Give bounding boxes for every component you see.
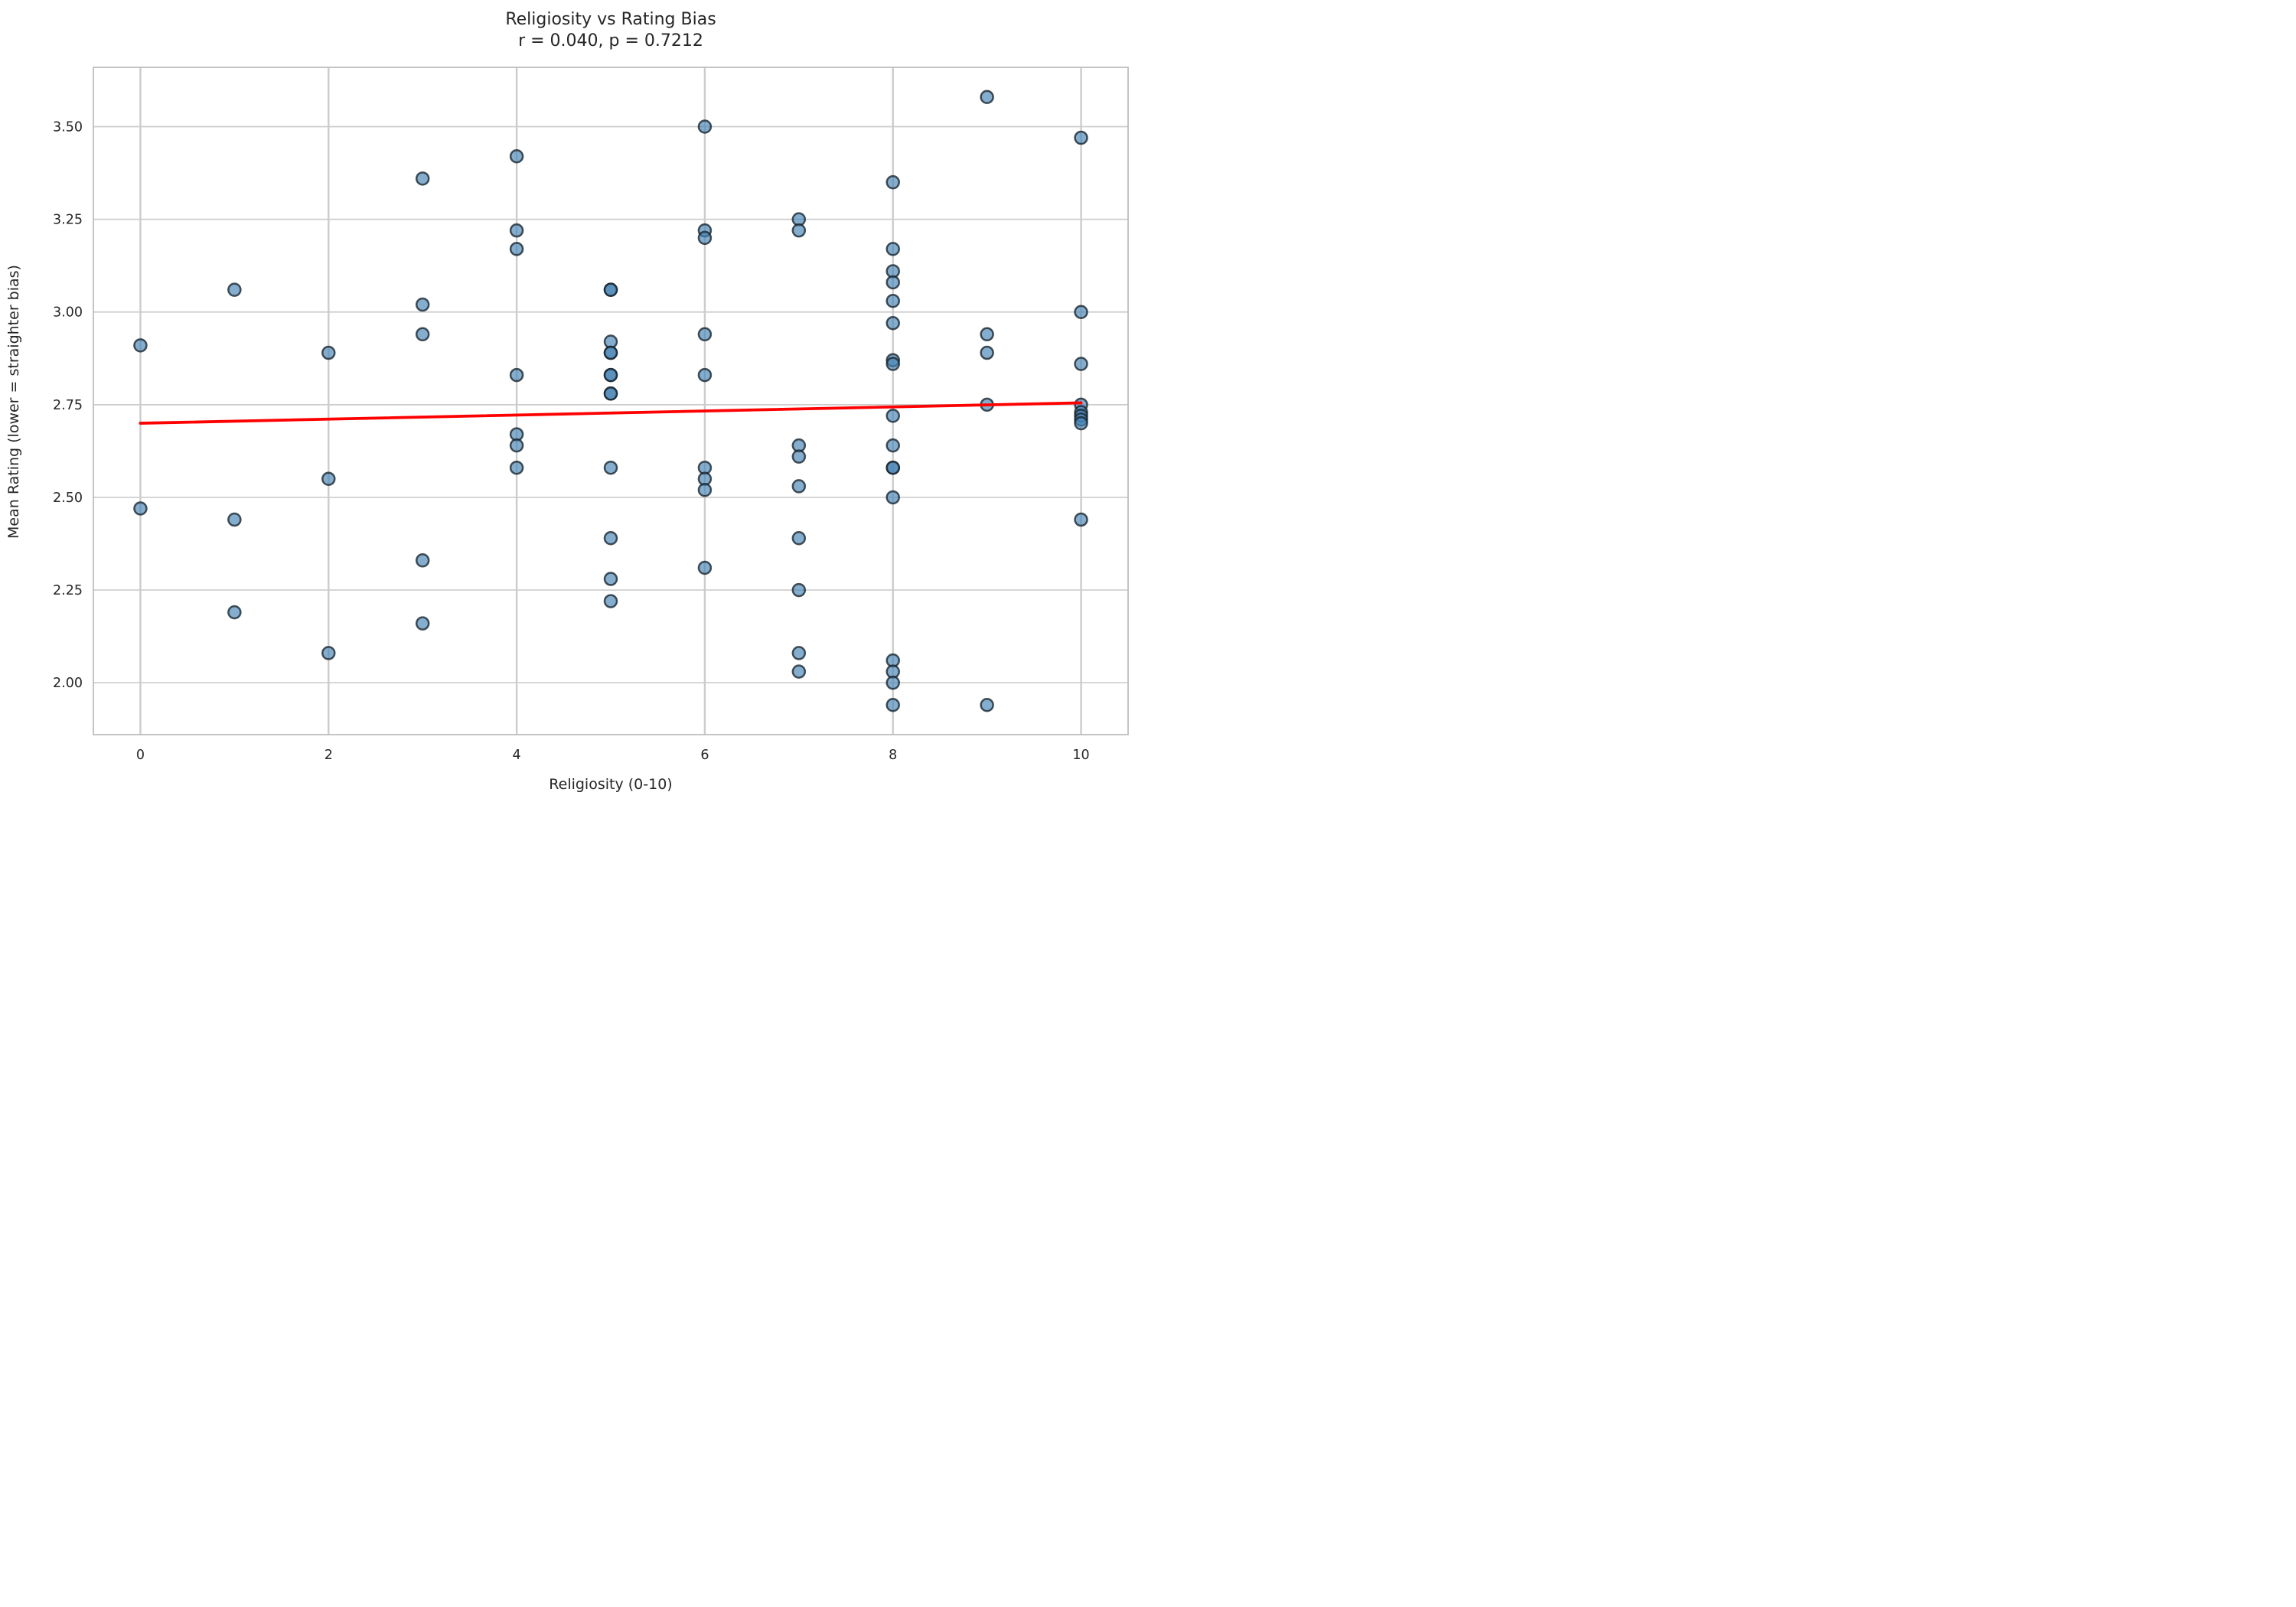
scatter-point	[603, 594, 618, 608]
scatter-point	[791, 582, 807, 598]
x-axis-label: Religiosity (0-10)	[549, 776, 673, 793]
scatter-point	[697, 119, 713, 134]
y-tick-label: 2.00	[53, 676, 83, 691]
scatter-point	[415, 553, 430, 568]
scatter-point	[509, 367, 524, 383]
scatter-point	[603, 572, 618, 586]
scatter-point	[885, 675, 900, 690]
y-tick-label: 2.75	[53, 398, 83, 413]
scatter-point	[885, 409, 900, 423]
scatter-point	[603, 460, 618, 475]
scatter-point	[885, 275, 900, 290]
chart-title-line1: Religiosity vs Rating Bias	[505, 10, 716, 29]
x-tick-label: 6	[700, 748, 709, 763]
scatter-point	[509, 223, 524, 238]
scatter-plot-figure: Religiosity vs Rating Bias r = 0.040, p …	[0, 0, 1148, 804]
scatter-point	[885, 174, 900, 190]
chart-title: Religiosity vs Rating Bias r = 0.040, p …	[93, 9, 1128, 52]
x-tick-label: 10	[1072, 748, 1089, 763]
chart-title-line2: r = 0.040, p = 0.7212	[518, 31, 703, 51]
scatter-point	[415, 297, 430, 312]
scatter-point	[603, 282, 618, 297]
scatter-point	[697, 483, 713, 497]
scatter-point	[885, 316, 900, 331]
scatter-point	[133, 501, 148, 516]
scatter-point	[885, 242, 900, 256]
scatter-point	[885, 460, 900, 475]
scatter-point	[791, 664, 807, 679]
scatter-point	[509, 438, 524, 453]
scatter-point	[415, 616, 430, 631]
scatter-point	[321, 471, 336, 486]
scatter-point	[697, 560, 713, 575]
scatter-point	[885, 490, 900, 505]
scatter-point	[227, 282, 242, 297]
y-tick-label: 3.00	[53, 305, 83, 321]
scatter-point	[415, 327, 430, 342]
scatter-point	[980, 345, 994, 360]
y-tick-label: 3.50	[53, 120, 83, 135]
y-tick-label: 3.25	[53, 213, 83, 228]
scatter-point	[885, 357, 900, 371]
scatter-point	[791, 223, 807, 238]
scatter-point	[321, 345, 336, 360]
y-axis-label: Mean Rating (lower = straighter bias)	[5, 265, 22, 539]
scatter-point	[980, 697, 994, 712]
scatter-point	[321, 646, 336, 660]
scatter-point	[603, 386, 618, 401]
y-tick-label: 2.50	[53, 491, 83, 506]
scatter-point	[791, 530, 807, 546]
scatter-point	[791, 449, 807, 464]
scatter-point	[791, 479, 807, 494]
scatter-point	[885, 697, 900, 712]
scatter-point	[227, 605, 242, 620]
scatter-point	[885, 438, 900, 453]
scatter-point	[1074, 130, 1088, 145]
x-tick-label: 8	[889, 748, 897, 763]
scatter-point	[509, 460, 524, 475]
scatter-point	[603, 345, 618, 360]
trend-line	[139, 401, 1083, 425]
scatter-point	[415, 171, 430, 186]
x-tick-label: 0	[136, 748, 145, 763]
scatter-point	[980, 90, 994, 105]
scatter-point	[980, 327, 994, 342]
scatter-point	[227, 512, 242, 527]
y-tick-label: 2.25	[53, 583, 83, 598]
scatter-point	[885, 293, 900, 308]
scatter-point	[603, 367, 618, 383]
scatter-point	[791, 646, 807, 660]
x-tick-label: 4	[513, 748, 521, 763]
scatter-point	[603, 530, 618, 546]
scatter-point	[509, 149, 524, 164]
scatter-point	[697, 327, 713, 342]
scatter-point	[697, 230, 713, 246]
scatter-point	[133, 338, 148, 353]
plot-border	[93, 67, 1129, 735]
x-tick-label: 2	[325, 748, 333, 763]
scatter-point	[1074, 305, 1088, 319]
scatter-point	[697, 367, 713, 383]
scatter-point	[1074, 416, 1088, 431]
scatter-point	[1074, 357, 1088, 371]
scatter-point	[509, 242, 524, 256]
scatter-point	[1074, 512, 1088, 527]
plot-area-svg: 2.00 2.25 2.50 2.75 3.00 3.25 3.50 0 2 4 6 8 10	[53, 67, 1129, 763]
